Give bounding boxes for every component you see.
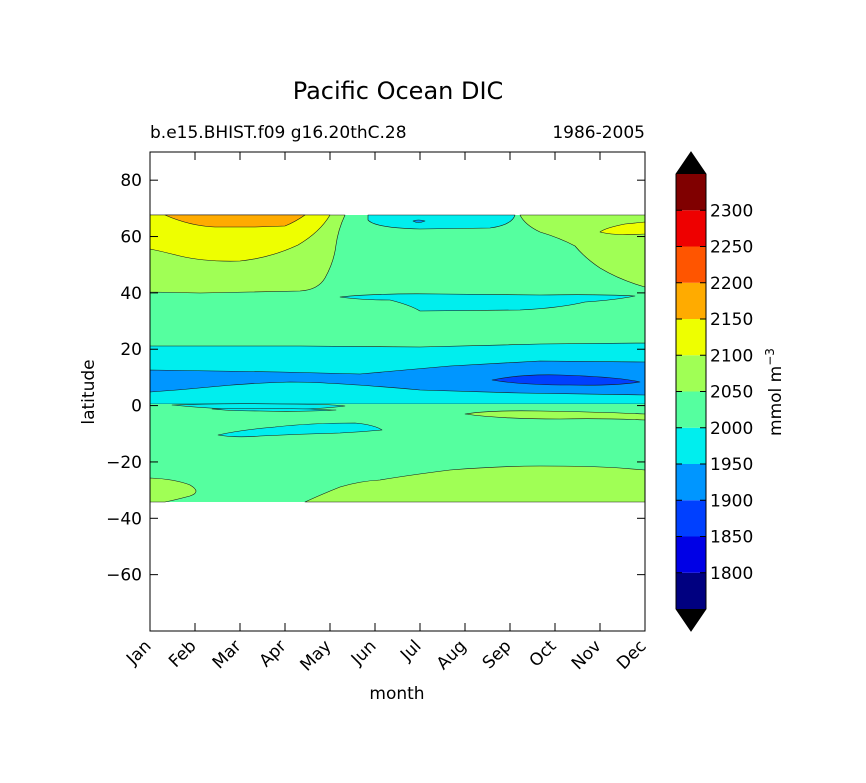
x-tick-label: Sep <box>479 636 516 673</box>
chart-subtitle-right: 1986-2005 <box>552 123 645 143</box>
x-tick-label: Jan <box>122 636 155 669</box>
colorbar-tick-label: 2050 <box>710 383 753 403</box>
colorbar-swatch <box>676 572 706 609</box>
x-axis-label: month <box>369 684 424 704</box>
colorbar-tick-label: 2100 <box>710 346 753 366</box>
colorbar-swatch <box>676 427 706 464</box>
colorbar-tick-label: 1900 <box>710 491 753 511</box>
x-tick-label: Apr <box>256 636 291 671</box>
x-tick-label: Aug <box>433 636 471 674</box>
chart-subtitle-left: b.e15.BHIST.f09 g16.20thC.28 <box>150 123 407 143</box>
x-tick-label: Dec <box>613 636 650 673</box>
colorbar-swatch <box>676 246 706 283</box>
contour-1900-1950-equator <box>150 360 645 396</box>
colorbar-tick-label: 2000 <box>710 419 753 439</box>
colorbar-extend-top <box>676 152 706 174</box>
contour-2100-2150-north <box>150 214 331 262</box>
y-tick-label: 0 <box>131 397 142 417</box>
contour-2050-2100-southwest <box>150 477 197 503</box>
x-tick-label: Mar <box>209 636 246 673</box>
colorbar-tick-label: 1850 <box>710 528 753 548</box>
colorbar-label: mmol m−3 <box>763 348 786 436</box>
colorbar-swatch <box>676 500 706 537</box>
contour-1950-2000-south-b <box>217 422 383 438</box>
contour-1950-2000-south-line <box>211 408 337 412</box>
x-tick-label: Nov <box>568 636 606 674</box>
colorbar-tick-label: 1800 <box>710 564 753 584</box>
chart-title: Pacific Ocean DIC <box>293 77 504 105</box>
colorbar-swatch <box>676 355 706 392</box>
y-tick-label: 20 <box>120 340 142 360</box>
x-tick-label: Feb <box>165 636 200 671</box>
x-tick-label: Oct <box>526 636 561 671</box>
colorbar-tick-label: 2150 <box>710 310 753 330</box>
x-tick-label: May <box>297 636 336 675</box>
colorbar-tick-label: 2300 <box>710 201 753 221</box>
y-tick-label: −20 <box>106 453 142 473</box>
y-tick-label: 40 <box>120 284 142 304</box>
colorbar-label-superscript: −3 <box>763 348 777 366</box>
colorbar-swatch <box>676 174 706 211</box>
colorbar-label-unit: mmol m <box>766 366 786 436</box>
x-tick-label: Jul <box>396 636 425 665</box>
colorbar-swatch <box>676 536 706 573</box>
y-tick-label: −60 <box>106 566 142 586</box>
colorbar-swatch <box>676 319 706 356</box>
colorbar-swatch <box>676 391 706 428</box>
colorbar-swatch <box>676 464 706 501</box>
y-tick-label: 80 <box>120 171 142 191</box>
colorbar-swatch <box>676 210 706 247</box>
contour-1950-2000-midnorth <box>339 293 636 312</box>
y-tick-label: 60 <box>120 228 142 248</box>
contour-2100-2150-ne <box>599 221 645 235</box>
y-tick-label: −40 <box>106 509 142 529</box>
x-tick-label: Jun <box>347 636 381 670</box>
y-axis-ticks: 80 60 40 20 0 −20 −40 −60 <box>106 171 645 586</box>
plot-frame <box>149 151 646 632</box>
colorbar-tick-label: 1950 <box>710 455 753 475</box>
contour-1950-2000-jul-north <box>367 214 516 230</box>
colorbar-tick-label: 2250 <box>710 238 753 258</box>
colorbar-swatch <box>676 282 706 319</box>
contour-2150-2200-north <box>164 214 306 228</box>
contour-1850-1900-minimum <box>491 374 641 386</box>
contour-2050-2100-east-equator <box>464 410 645 421</box>
colorbar-outline <box>675 151 707 632</box>
colorbar-tick-label: 2200 <box>710 274 753 294</box>
contour-2050-2100-south <box>304 465 645 503</box>
colorbar: 1800 1850 1900 1950 2000 2050 2100 2150 2200 2250… <box>675 151 753 632</box>
contour-fill <box>150 214 645 503</box>
colorbar-extend-bottom <box>676 609 706 631</box>
contour-1900-1950-jul-north <box>412 219 426 223</box>
y-axis-label: latitude <box>79 359 99 424</box>
